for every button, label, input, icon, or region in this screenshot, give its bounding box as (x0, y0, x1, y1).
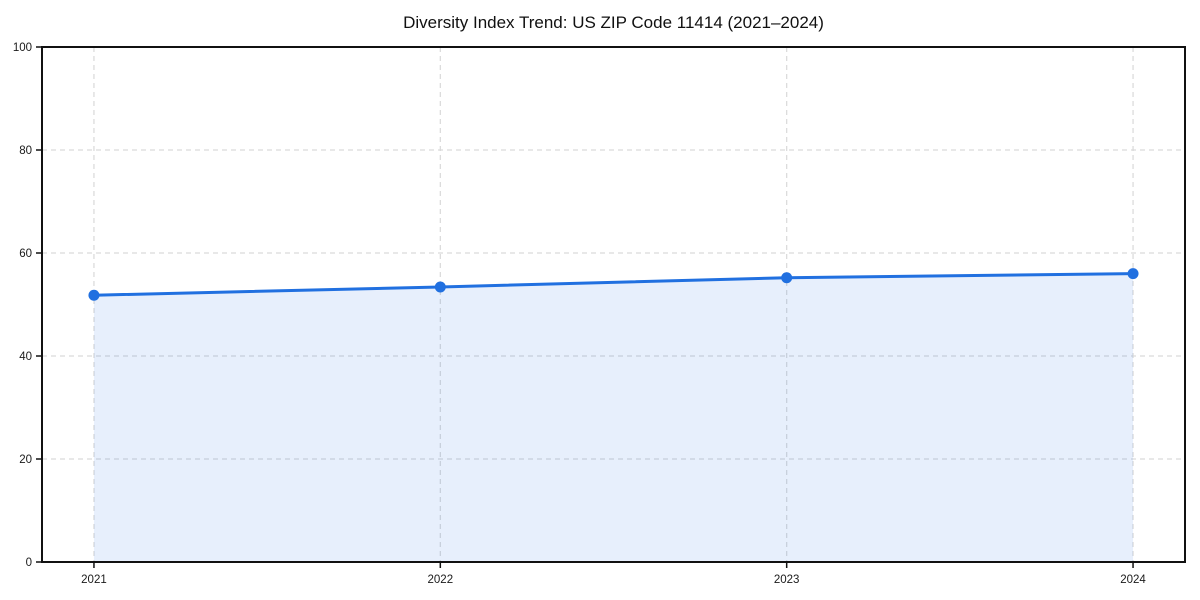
data-point-marker (1127, 268, 1139, 280)
plot-frame (41, 46, 1186, 563)
x-tick-label: 2021 (81, 574, 107, 586)
y-tick-label: 40 (19, 351, 32, 363)
data-point-marker (781, 272, 793, 284)
x-tick-label: 2022 (428, 574, 454, 586)
data-point-marker (88, 289, 100, 301)
y-tick-label: 0 (26, 557, 32, 569)
chart-title: Diversity Index Trend: US ZIP Code 11414… (403, 13, 824, 32)
y-tick-label: 60 (19, 248, 32, 260)
x-tick-label: 2024 (1120, 574, 1146, 586)
x-tick-label: 2023 (774, 574, 800, 586)
trend-line (92, 272, 1135, 297)
y-tick-label: 100 (13, 42, 32, 54)
y-tick-label: 80 (19, 145, 32, 157)
y-tick-label: 20 (19, 454, 32, 466)
area-fill (93, 273, 1134, 562)
data-point-marker (434, 281, 446, 293)
